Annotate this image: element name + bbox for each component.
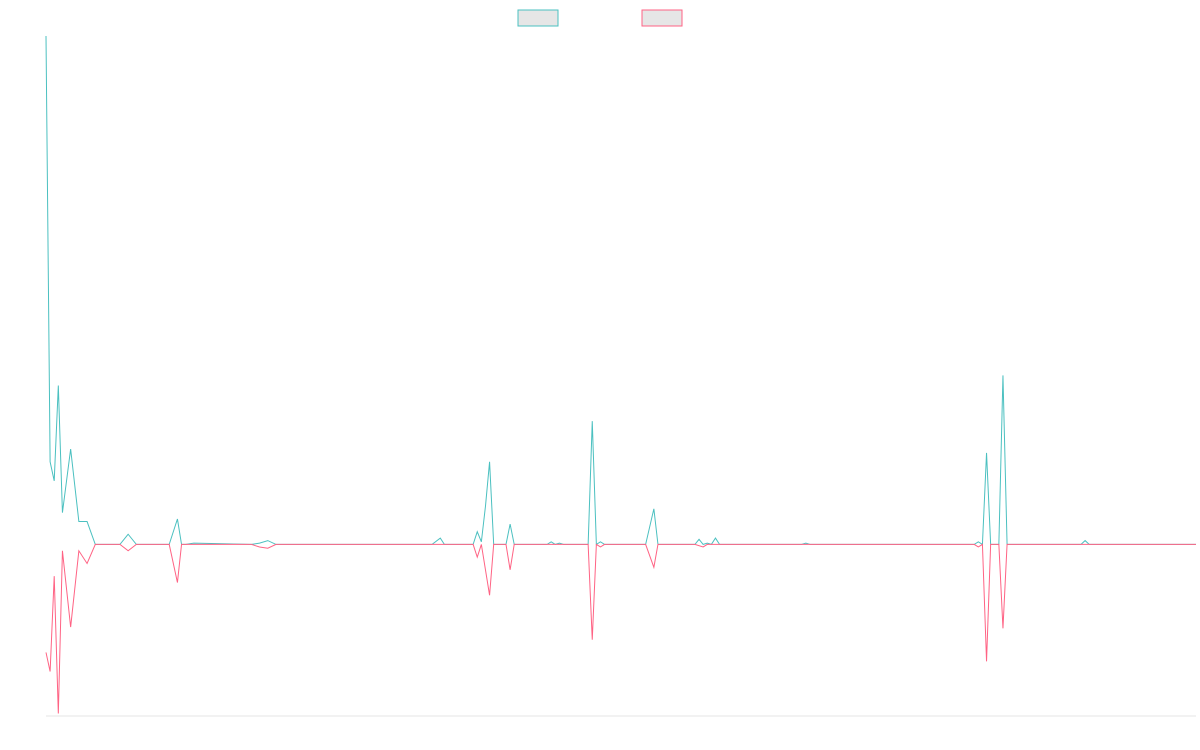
series-line-2	[45, 543, 1196, 714]
series-layer	[45, 35, 1196, 714]
series-line-1	[45, 35, 1196, 546]
legend-swatch-2[interactable]	[641, 9, 683, 27]
legend-swatch-1[interactable]	[517, 9, 559, 27]
legend	[517, 9, 683, 27]
